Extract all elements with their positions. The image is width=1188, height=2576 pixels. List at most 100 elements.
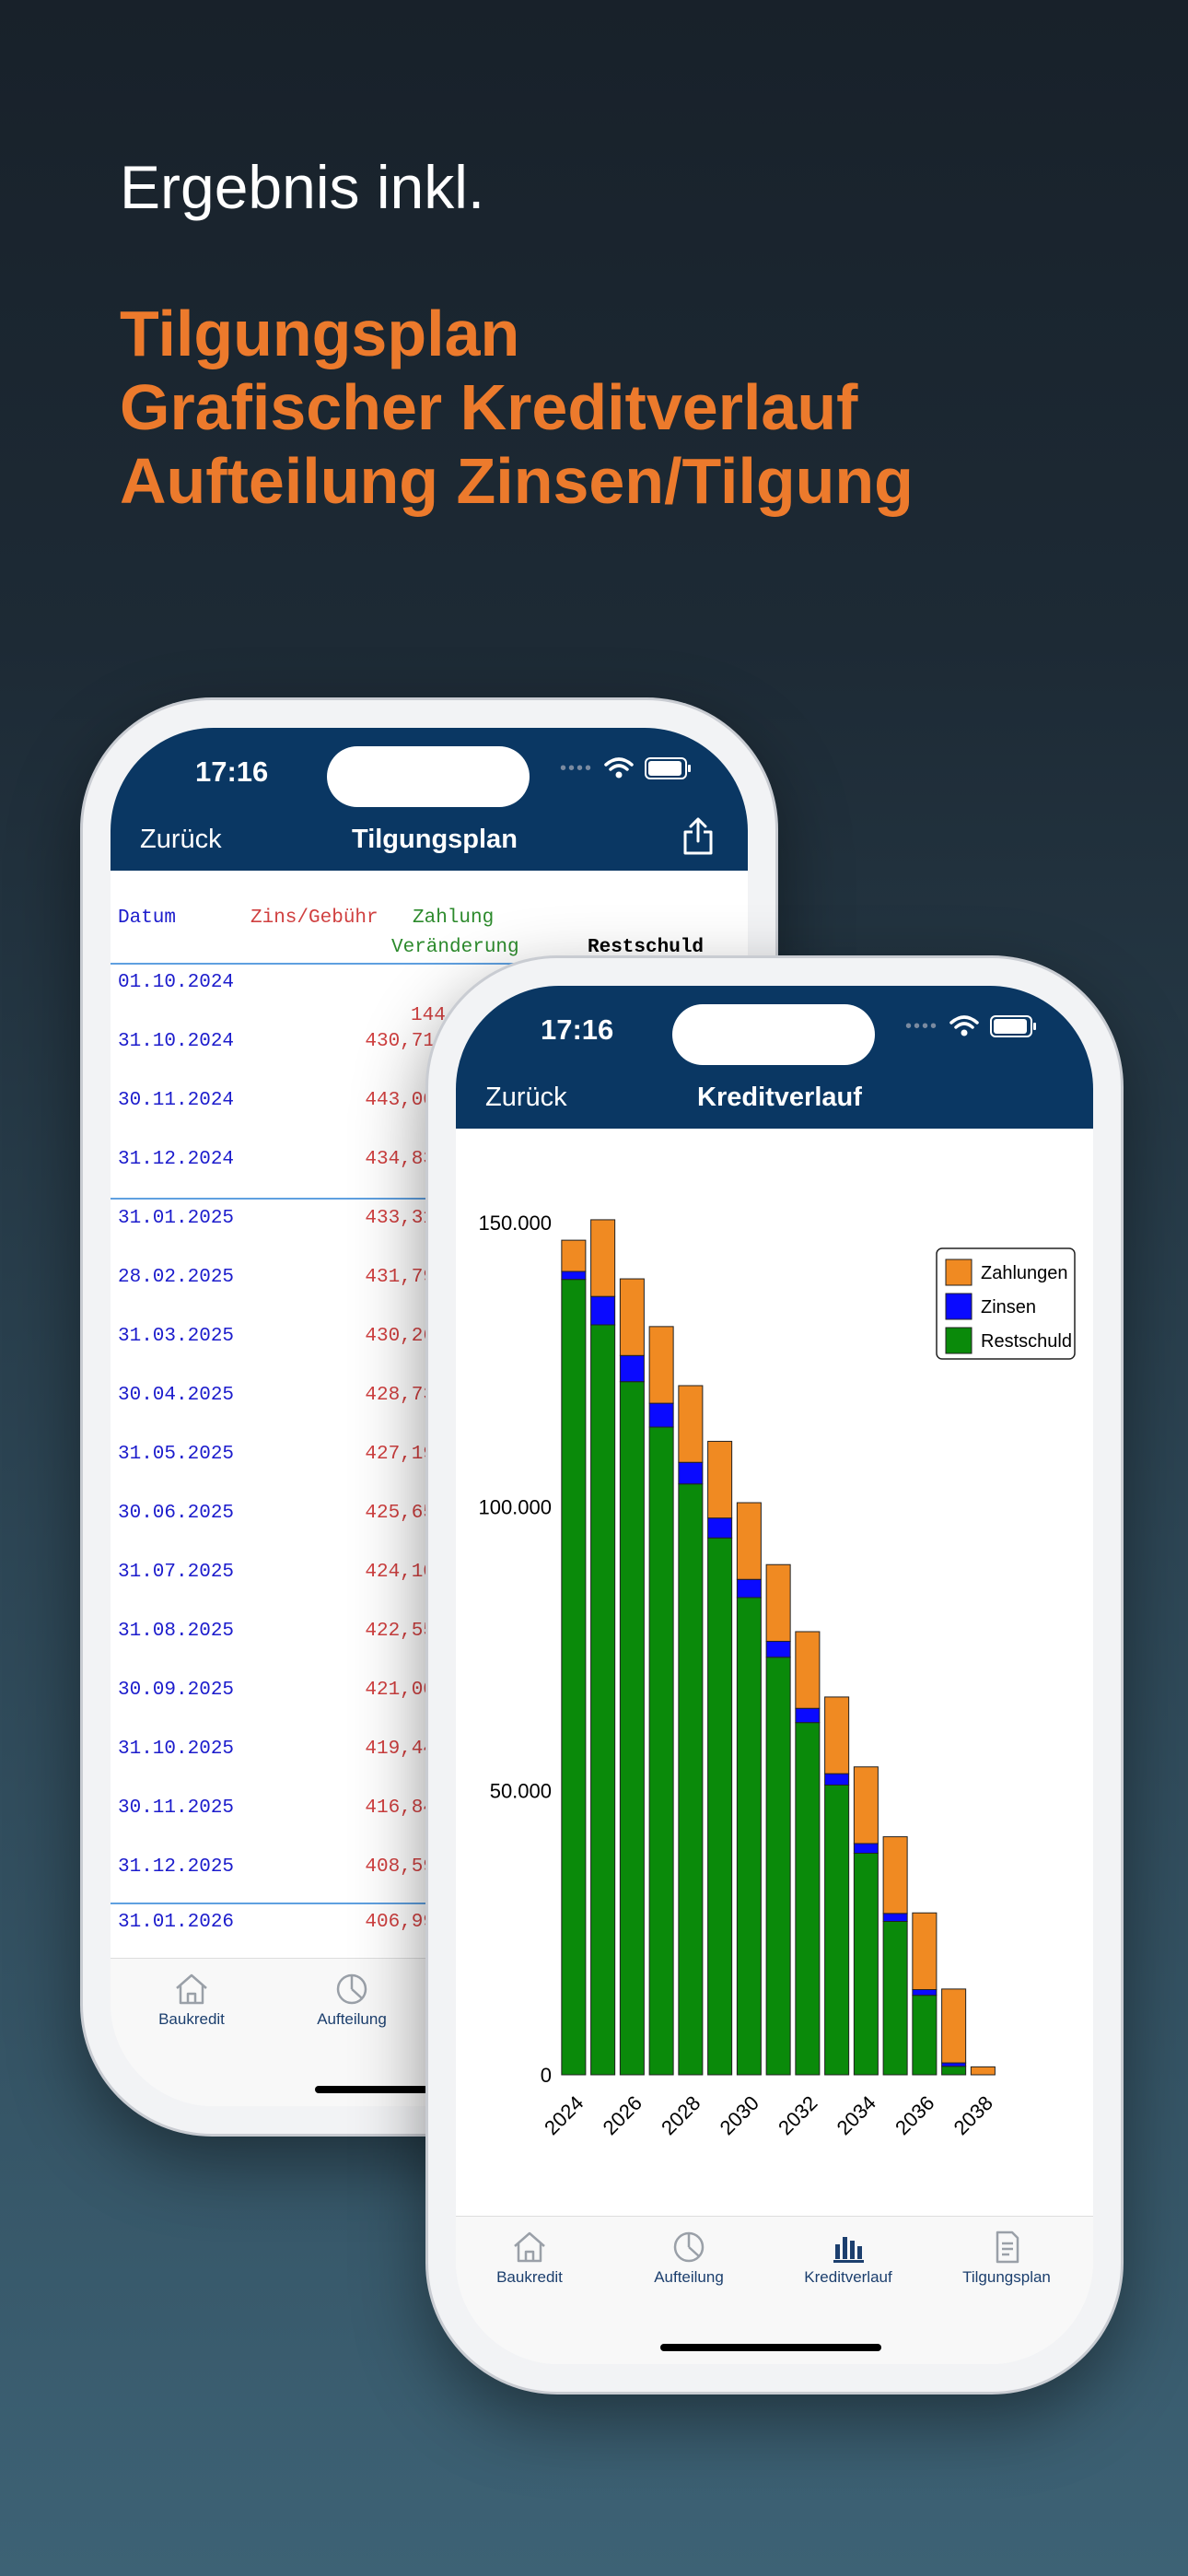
signal-icon: ••••: [905, 1015, 939, 1036]
row-date: 30.04.2025: [118, 1385, 235, 1406]
tab-label: Kreditverlauf: [804, 2268, 892, 2286]
bar-zahlungen-2033: [824, 1696, 850, 1774]
row-zins: 431,79: [365, 1267, 435, 1288]
x-tick-label: 2038: [949, 2091, 997, 2139]
header-datum: Datum: [118, 907, 177, 929]
tab-label: Aufteilung: [317, 2010, 387, 2028]
tab-label: Aufteilung: [654, 2268, 724, 2286]
table-row: 31.10.2025 419,44: [111, 1739, 748, 1797]
row-extra: 144: [411, 1005, 446, 1026]
tab-aufteilung[interactable]: Aufteilung: [624, 2230, 753, 2287]
bar-zahlungen-2029: [707, 1440, 733, 1519]
row-date: 28.02.2025: [118, 1267, 235, 1288]
bar-zinsen-2034: [853, 1843, 879, 1854]
x-tick-label: 2030: [716, 2091, 763, 2139]
x-tick-label: 2032: [774, 2091, 821, 2139]
table-row: 30.06.2025 425,65: [111, 1503, 748, 1562]
tab-baukredit[interactable]: Baukredit: [465, 2230, 594, 2287]
table-row: 28.02.2025 431,79: [111, 1267, 748, 1326]
bar-restschuld-2025: [590, 1324, 616, 2076]
bar-zinsen-2024: [561, 1270, 587, 1281]
bar-restschuld-2034: [853, 1853, 879, 2076]
row-zins: 430,71: [365, 1031, 435, 1052]
row-zins: 434,83: [365, 1149, 435, 1170]
row-date: 31.01.2026: [118, 1912, 235, 1933]
table-row: 31.03.2025 430,26: [111, 1326, 748, 1385]
tab-label: Baukredit: [158, 2010, 225, 2028]
row-zins: 419,44: [365, 1739, 435, 1760]
legend-swatch-zinsen: [945, 1293, 973, 1320]
bar-zinsen-2028: [678, 1461, 704, 1485]
row-date: 31.03.2025: [118, 1326, 235, 1347]
x-tick-label: 2026: [599, 2091, 646, 2139]
headline: Ergebnis inkl.: [120, 153, 485, 221]
table-row: 31.05.2025 427,19: [111, 1444, 748, 1503]
share-icon[interactable]: [681, 815, 715, 856]
row-date: 31.08.2025: [118, 1621, 235, 1642]
back-button[interactable]: Zurück: [485, 1083, 567, 1112]
tab-bar: Baukredit Aufteilung Kreditverlauf Tilgu…: [456, 2216, 1093, 2364]
nav-title: Tilgungsplan: [352, 825, 518, 854]
back-button[interactable]: Zurück: [140, 825, 222, 854]
tab-aufteilung[interactable]: Aufteilung: [287, 1972, 416, 2029]
x-tick-label: 2024: [540, 2091, 588, 2139]
row-zins: 424,10: [365, 1562, 435, 1583]
table-row: 31.01.2026 406,99: [111, 1912, 748, 1959]
status-time: 17:16: [195, 755, 269, 788]
bar-zahlungen-2034: [853, 1766, 879, 1844]
house-icon: [176, 1973, 207, 2005]
wifi-icon: [604, 757, 634, 779]
home-indicator: [315, 2086, 536, 2093]
bar-zahlungen-2038: [970, 2066, 996, 2076]
bar-restschuld-2026: [619, 1381, 645, 2076]
y-tick-label: 50.000: [490, 1780, 552, 1803]
bar-zahlungen-2032: [795, 1631, 821, 1709]
battery-icon: [645, 757, 692, 779]
table-row: 31.08.2025 422,55: [111, 1621, 748, 1680]
tab-kreditverlauf[interactable]: Kreditverlauf: [784, 2230, 913, 2287]
phone-kreditverlauf: 17:16 •••• Zurück Kreditverlauf 0 50.000 1…: [428, 958, 1121, 2392]
bar-zahlungen-2031: [765, 1563, 791, 1642]
tab-baukredit[interactable]: Baukredit: [127, 1972, 256, 2029]
tab-tilgungsplan[interactable]: Tilgungsplan: [942, 2230, 1071, 2287]
dynamic-island: [327, 746, 530, 807]
row-zins: 433,31: [365, 1208, 435, 1229]
row-zins: 422,55: [365, 1621, 435, 1642]
legend-label-zahlungen: Zahlungen: [981, 1263, 1068, 1283]
screen-kreditverlauf: 17:16 •••• Zurück Kreditverlauf 0 50.000 1…: [456, 986, 1093, 2364]
row-zins: 427,19: [365, 1444, 435, 1465]
bar-restschuld-2032: [795, 1722, 821, 2076]
bar-chart-icon: [833, 2237, 864, 2263]
row-date: 31.10.2025: [118, 1739, 235, 1760]
y-tick-label: 100.000: [478, 1495, 552, 1518]
y-tick-label: 150.000: [478, 1212, 552, 1235]
row-date: 31.10.2024: [118, 1031, 235, 1052]
row-zins: 421,00: [365, 1680, 435, 1701]
bar-restschuld-2029: [707, 1537, 733, 2076]
navbar: 17:16 •••• Zurück Tilgungsplan: [111, 728, 748, 871]
bar-zahlungen-2025: [590, 1219, 616, 1297]
bar-zinsen-2036: [912, 1989, 938, 1996]
feature-tilgungsplan: Tilgungsplan: [120, 298, 520, 369]
row-date: 30.11.2024: [118, 1090, 235, 1111]
row-zins: 406,99: [365, 1912, 435, 1933]
tab-label: Tilgungsplan: [962, 2268, 1051, 2286]
bar-zahlungen-2035: [882, 1836, 908, 1914]
bar-zinsen-2027: [648, 1402, 674, 1428]
document-icon: [996, 2231, 1019, 2264]
house-icon: [514, 2231, 545, 2263]
header-restschuld: Restschuld: [588, 937, 705, 958]
status-icons: ••••: [905, 1015, 1037, 1037]
bar-restschuld-2031: [765, 1657, 791, 2076]
signal-icon: ••••: [560, 757, 594, 779]
row-date: 31.12.2025: [118, 1856, 235, 1878]
header-zins: Zins/Gebühr: [250, 907, 379, 929]
pie-chart-icon: [673, 2231, 705, 2263]
home-indicator: [660, 2344, 881, 2351]
row-zins: 428,73: [365, 1385, 435, 1406]
x-tick-label: 2028: [657, 2091, 705, 2139]
feature-kreditverlauf: Grafischer Kreditverlauf: [120, 371, 858, 443]
bar-zahlungen-2028: [678, 1385, 704, 1463]
bar-zinsen-2029: [707, 1517, 733, 1539]
